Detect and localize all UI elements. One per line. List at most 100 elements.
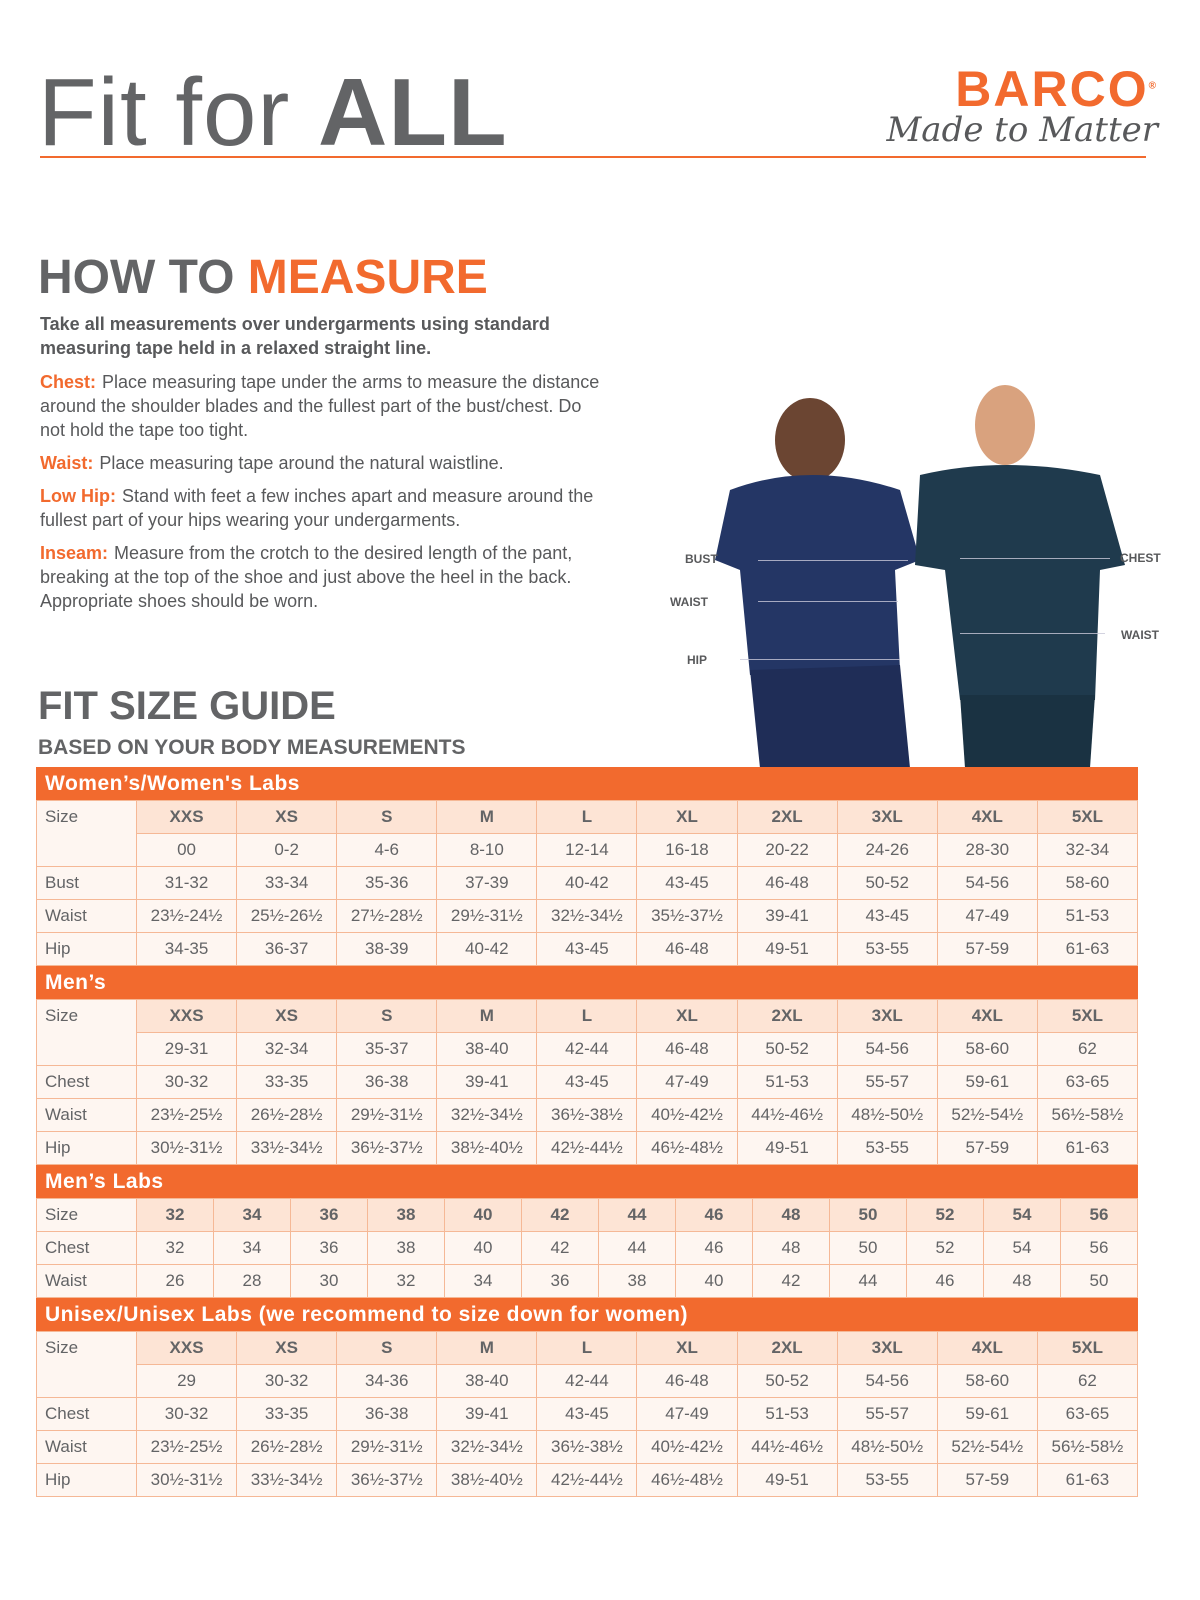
- measurement-cell: 36½-37½: [336, 1131, 438, 1165]
- numeric-size-cell: 20-22: [736, 833, 838, 867]
- numeric-size-cell: 58-60: [936, 1364, 1038, 1398]
- row-label: Chest: [36, 1231, 137, 1265]
- row-label: Size: [36, 1198, 137, 1232]
- measurement-cell: 53-55: [836, 1131, 938, 1165]
- size-cell: 44: [598, 1198, 676, 1232]
- measurement-cell: 53-55: [836, 932, 938, 966]
- models-photo: BUST WAIST HIP CHEST WAIST: [670, 380, 1170, 768]
- measurement-cell: 34-35: [135, 932, 238, 966]
- measurement-cell: 46½-48½: [636, 1131, 738, 1165]
- measurement-cell: 50-52: [836, 866, 938, 900]
- fit-size-guide-heading: FIT SIZE GUIDE: [38, 684, 336, 728]
- measurement-cell: 63-65: [1036, 1397, 1139, 1431]
- measurement-cell: 58-60: [1036, 866, 1139, 900]
- size-cell: 5XL: [1036, 800, 1139, 834]
- measurement-cell: 44½-46½: [736, 1430, 838, 1464]
- size-cell: S: [336, 999, 438, 1033]
- measurement-cell: 55-57: [836, 1397, 938, 1431]
- measurement-cell: 39-41: [436, 1065, 538, 1099]
- measurement-cell: 48: [983, 1264, 1061, 1298]
- measurement-cell: 44: [829, 1264, 907, 1298]
- measurement-cell: 61-63: [1036, 932, 1139, 966]
- measurement-cell: 43-45: [836, 899, 938, 933]
- measurement-cell: 37-39: [436, 866, 538, 900]
- measurement-cell: 32½-34½: [436, 1430, 538, 1464]
- numeric-size-cell: 35-37: [336, 1032, 438, 1066]
- size-cell: 3XL: [836, 800, 938, 834]
- size-cell: 5XL: [1036, 1331, 1139, 1365]
- row-label: Size: [36, 999, 137, 1066]
- numeric-size-cell: 46-48: [636, 1364, 738, 1398]
- size-cell: 3XL: [836, 1331, 938, 1365]
- measurement-cell: 50: [1060, 1264, 1138, 1298]
- measurement-cell: 46: [906, 1264, 984, 1298]
- measurement-cell: 29½-31½: [436, 899, 538, 933]
- numeric-size-cell: 32-34: [236, 1032, 338, 1066]
- row-label: Chest: [36, 1065, 137, 1099]
- measurement-cell: 28: [213, 1264, 291, 1298]
- row-label: Hip: [36, 1463, 137, 1497]
- size-cell: 4XL: [936, 999, 1038, 1033]
- measurement-cell: 49-51: [736, 1131, 838, 1165]
- measurement-cell: 32: [136, 1231, 214, 1265]
- how-to-measure-heading: HOW TO MEASURE: [38, 251, 488, 304]
- size-cell: XXS: [135, 1331, 238, 1365]
- measurement-cell: 43-45: [636, 866, 738, 900]
- table-row: Waist 23½-24½ 25½-26½ 27½-28½ 29½-31½ 32½-34½…: [36, 899, 1139, 933]
- hip-instruction: Low Hip: Stand with feet a few inches apa…: [40, 486, 594, 530]
- measurement-cell: 38-39: [336, 932, 438, 966]
- size-cell: 38: [367, 1198, 445, 1232]
- measurement-cell: 30: [290, 1264, 368, 1298]
- measurement-cell: 43-45: [536, 1065, 638, 1099]
- size-table-title: Women’s/Women's Labs: [36, 767, 1138, 800]
- measurement-cell: 32: [367, 1264, 445, 1298]
- measurement-cell: 23½-25½: [135, 1430, 238, 1464]
- row-label: Size: [36, 1331, 137, 1398]
- measurement-cell: 33-35: [236, 1397, 338, 1431]
- measurement-cell: 40½-42½: [636, 1430, 738, 1464]
- numeric-size-cell: 4-6: [336, 833, 438, 867]
- inseam-instruction: Inseam: Measure from the crotch to the de…: [40, 543, 573, 611]
- table-row: Waist 23½-25½ 26½-28½ 29½-31½ 32½-34½ 36½-38½…: [36, 1430, 1139, 1464]
- chest-label: CHEST: [1120, 551, 1161, 565]
- measurement-cell: 63-65: [1036, 1065, 1139, 1099]
- measurement-cell: 51-53: [736, 1397, 838, 1431]
- measurement-cell: 51-53: [736, 1065, 838, 1099]
- table-row: Waist 23½-25½ 26½-28½ 29½-31½ 32½-34½ 36½-38½…: [36, 1098, 1139, 1132]
- size-cell: XL: [636, 1331, 738, 1365]
- size-cell: 2XL: [736, 800, 838, 834]
- measurement-cell: 50: [829, 1231, 907, 1265]
- measurement-cell: 48: [752, 1231, 830, 1265]
- numeric-size-cell: 62: [1036, 1032, 1139, 1066]
- size-cell: 56: [1060, 1198, 1138, 1232]
- size-cell: M: [436, 1331, 538, 1365]
- waist-instruction: Waist: Place measuring tape around the na…: [40, 453, 504, 473]
- size-table-title: Unisex/Unisex Labs (we recommend to size…: [36, 1298, 1138, 1331]
- size-row: Size XXS XS S M L XL 2XL 3XL 4XL 5XL: [36, 800, 1139, 867]
- measurement-cell: 34: [213, 1231, 291, 1265]
- measurement-cell: 27½-28½: [336, 899, 438, 933]
- measurement-cell: 47-49: [936, 899, 1038, 933]
- size-cell: 50: [829, 1198, 907, 1232]
- measurement-cell: 38: [367, 1231, 445, 1265]
- measurement-cell: 36½-37½: [336, 1463, 438, 1497]
- table-row: Bust 31-32 33-34 35-36 37-39 40-42 43-45 46-48 5…: [36, 866, 1139, 900]
- size-cell: 32: [136, 1198, 214, 1232]
- table-row: Hip 34-35 36-37 38-39 40-42 43-45 46-48 49-51 53…: [36, 932, 1139, 966]
- measurement-cell: 40½-42½: [636, 1098, 738, 1132]
- numeric-size-cell: 8-10: [436, 833, 538, 867]
- size-row: Size XXS XS S M L XL 2XL 3XL 4XL 5XL: [36, 999, 1139, 1066]
- measurement-cell: 47-49: [636, 1397, 738, 1431]
- measurement-cell: 61-63: [1036, 1463, 1139, 1497]
- measurement-cell: 43-45: [536, 932, 638, 966]
- row-label: Bust: [36, 866, 137, 900]
- waist-label-men: WAIST: [1121, 628, 1159, 642]
- size-table: Size XXS XS S M L XL 2XL 3XL 4XL 5XL 29 30-32 34-36 38…: [36, 1331, 1139, 1497]
- row-label: Size: [36, 800, 137, 867]
- measurement-cell: 38: [598, 1264, 676, 1298]
- measurement-cell: 56½-58½: [1036, 1430, 1139, 1464]
- measurement-cell: 33-35: [236, 1065, 338, 1099]
- measurement-cell: 39-41: [436, 1397, 538, 1431]
- row-label: Waist: [36, 1430, 137, 1464]
- measurement-cell: 34: [444, 1264, 522, 1298]
